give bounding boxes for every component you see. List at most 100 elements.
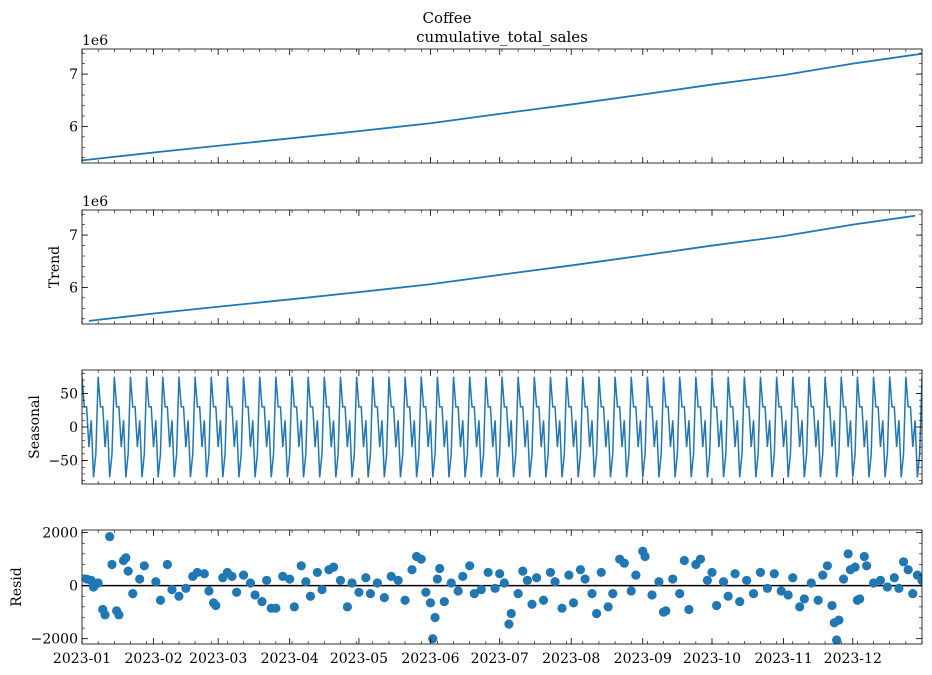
resid-point bbox=[575, 565, 586, 575]
resid-point bbox=[550, 577, 560, 587]
resid-point bbox=[695, 554, 706, 564]
resid-point bbox=[393, 575, 403, 585]
resid-point bbox=[192, 567, 202, 578]
resid-point bbox=[769, 569, 779, 579]
panel-resid: −2000 0 2000 Resid 2023-01 2023-02 2023-03 2023… bbox=[9, 526, 923, 667]
axes-frame bbox=[81, 48, 923, 164]
y-axis-label: Trend bbox=[47, 246, 63, 288]
resid-point bbox=[476, 585, 486, 595]
resid-point bbox=[564, 570, 574, 580]
y-axis-label: Resid bbox=[9, 567, 25, 606]
resid-point bbox=[506, 608, 516, 619]
resid-point bbox=[748, 589, 759, 599]
resid-point bbox=[296, 561, 306, 571]
resid-point bbox=[365, 589, 376, 599]
resid-point bbox=[465, 561, 475, 571]
resid-point bbox=[128, 589, 138, 599]
resid-point bbox=[859, 551, 869, 562]
figure-title: cumulative_total_sales bbox=[416, 28, 588, 46]
resid-point bbox=[889, 573, 899, 583]
y-tick-label: 50 bbox=[60, 386, 78, 402]
resid-point bbox=[123, 566, 133, 576]
y-tick-label: 0 bbox=[69, 579, 78, 595]
resid-point bbox=[898, 557, 909, 567]
resid-point bbox=[285, 574, 295, 584]
x-tick-label: 2023-11 bbox=[754, 651, 812, 667]
resid-point bbox=[312, 567, 322, 578]
resid-point bbox=[894, 583, 904, 593]
resid-point bbox=[174, 591, 184, 601]
resid-point bbox=[483, 567, 493, 578]
y-tick-label: 6 bbox=[69, 119, 78, 135]
resid-point bbox=[328, 562, 339, 572]
resid-point bbox=[301, 577, 311, 587]
figure-suptitle: Coffee bbox=[423, 9, 472, 27]
resid-point bbox=[795, 602, 805, 612]
resid-point bbox=[416, 554, 426, 564]
resid-point bbox=[139, 561, 149, 571]
resid-point bbox=[532, 573, 542, 583]
panel-observed: 6 7 1e6 bbox=[69, 33, 923, 164]
resid-point bbox=[834, 615, 844, 625]
panel-trend: 6 7 1e6 Trend bbox=[47, 194, 923, 325]
resid-point bbox=[135, 574, 145, 584]
resid-point bbox=[262, 575, 272, 585]
resid-point bbox=[626, 586, 636, 596]
resid-point bbox=[742, 575, 752, 585]
resid-point bbox=[513, 589, 523, 599]
resid-point bbox=[204, 586, 214, 596]
resid-point bbox=[712, 600, 722, 611]
resid-point bbox=[245, 578, 256, 588]
resid-point bbox=[580, 574, 590, 584]
resid-point bbox=[818, 570, 828, 580]
resid-point bbox=[305, 591, 316, 601]
x-tick-label: 2023-03 bbox=[189, 651, 247, 667]
plot-area bbox=[82, 52, 922, 162]
resid-point bbox=[850, 562, 860, 572]
resid-point bbox=[495, 569, 505, 579]
resid-point bbox=[827, 600, 837, 611]
resid-point bbox=[278, 571, 288, 581]
resid-point bbox=[317, 585, 327, 595]
resid-point bbox=[439, 596, 449, 607]
resid-point bbox=[783, 590, 793, 600]
resid-point bbox=[545, 567, 556, 578]
resid-point bbox=[458, 571, 468, 581]
x-tick-label: 2023-04 bbox=[261, 651, 319, 667]
resid-point bbox=[518, 566, 528, 576]
x-tick-label: 2023-02 bbox=[124, 651, 182, 667]
resid-point bbox=[908, 589, 918, 599]
resid-point bbox=[446, 578, 456, 588]
resid-point bbox=[181, 583, 191, 593]
x-tick-label: 2023-10 bbox=[683, 651, 741, 667]
resid-point bbox=[162, 559, 172, 570]
resid-point bbox=[227, 571, 237, 581]
resid-point bbox=[557, 603, 567, 613]
resid-point bbox=[855, 594, 865, 604]
resid-point bbox=[271, 603, 281, 613]
resid-point bbox=[407, 565, 417, 575]
resid-point bbox=[718, 577, 729, 587]
y-tick-label: 0 bbox=[69, 420, 78, 436]
resid-point bbox=[762, 583, 772, 593]
x-tick-label: 2023-01 bbox=[53, 651, 111, 667]
resid-point bbox=[596, 567, 606, 578]
resid-point bbox=[568, 598, 579, 608]
resid-point bbox=[730, 569, 740, 579]
resid-point bbox=[257, 596, 267, 607]
resid-point bbox=[504, 619, 514, 629]
resid-point bbox=[121, 553, 131, 563]
y-tick-label: 2000 bbox=[42, 526, 78, 542]
resid-point bbox=[93, 578, 103, 588]
resid-point bbox=[232, 587, 242, 597]
resid-point bbox=[654, 577, 664, 587]
resid-point bbox=[499, 578, 509, 588]
resid-point bbox=[167, 585, 177, 595]
resid-point bbox=[619, 558, 629, 568]
resid-point bbox=[435, 563, 445, 574]
resid-point bbox=[843, 549, 853, 559]
resid-point bbox=[603, 602, 613, 612]
resid-point bbox=[347, 578, 357, 588]
resid-point bbox=[527, 599, 537, 609]
resid-point bbox=[199, 569, 209, 579]
